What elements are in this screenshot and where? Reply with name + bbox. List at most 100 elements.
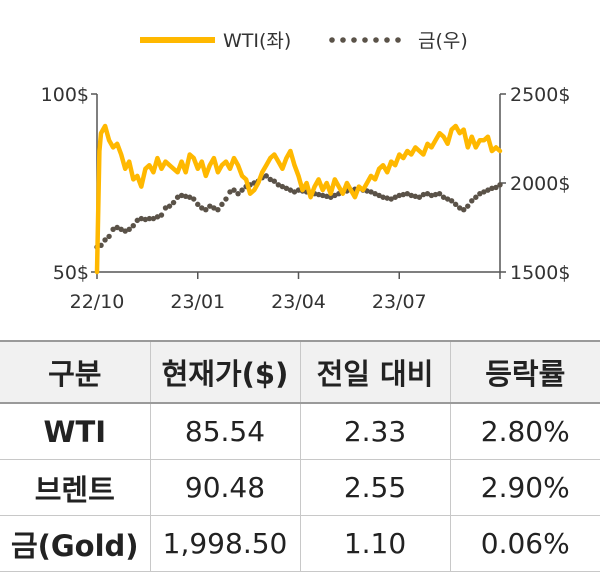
legend-gold-label: 금(우) (418, 30, 468, 52)
gold-data-point (239, 187, 245, 193)
header-category: 구분 (0, 340, 150, 404)
table-header-row: 구분 현재가($) 전일 대비 등락률 (0, 340, 600, 404)
legend-gold-swatch-dot (340, 37, 346, 43)
gold-data-point (396, 192, 402, 199)
gold-data-point (444, 196, 451, 202)
gold-data-point (412, 193, 419, 200)
gold-data-point (182, 193, 189, 200)
legend-gold-swatch-dot (395, 37, 401, 43)
gold-data-point (142, 216, 149, 223)
gold-data-point (126, 226, 132, 232)
gold-data-point (332, 192, 338, 199)
gold-data-point (400, 191, 406, 198)
current-price: 85.54 (149, 403, 300, 460)
table-row: 금(Gold) 1,998.50 1.10 0.06% (0, 515, 600, 572)
gold-data-point (118, 226, 124, 232)
table-row: 브렌트 90.48 2.55 2.90% (0, 459, 600, 516)
x-axis-tick-label: 23/07 (372, 291, 427, 313)
gold-data-point (170, 199, 177, 206)
header-current-price: 현재가($) (149, 340, 300, 404)
gold-data-point (469, 198, 475, 204)
legend-wti-label: WTI(좌) (223, 30, 291, 52)
row-label: 금(Gold) (0, 515, 150, 572)
gold-data-point (146, 215, 153, 222)
gold-data-point (223, 196, 229, 202)
gold-data-point (465, 203, 471, 209)
legend-gold-swatch-dot (351, 37, 357, 43)
gold-data-point (404, 190, 411, 197)
gold-data-point (376, 192, 382, 199)
gold-data-point (207, 203, 213, 209)
gold-data-point (102, 237, 108, 243)
dual-axis-line-chart: 100$ 50$ 2500$ 2000$ 1500$ 22/10 23/01 23/04 23/… (41, 30, 571, 313)
x-axis-tick-label: 23/01 (170, 291, 225, 313)
gold-data-point (388, 196, 394, 202)
gold-data-point (287, 187, 294, 193)
gold-data-point (283, 185, 290, 192)
gold-data-point (493, 184, 499, 191)
gold-data-point (319, 192, 326, 199)
gold-data-point (158, 212, 165, 218)
gold-data-point (461, 207, 467, 213)
gold-data-point (473, 194, 479, 200)
gold-data-point (424, 190, 431, 197)
legend-gold-swatch-dot (384, 37, 390, 43)
gold-data-point (263, 173, 269, 179)
gold-data-point (227, 189, 233, 195)
gold-data-point (174, 194, 181, 200)
gold-data-point (211, 205, 217, 211)
gold-data-point (106, 233, 112, 240)
gold-data-point (130, 223, 136, 229)
gold-data-point (485, 187, 491, 193)
gold-data-point (368, 189, 374, 195)
gold-data-point (384, 195, 390, 201)
gold-data-point (448, 198, 455, 204)
gold-data-point (315, 191, 322, 198)
gold-data-point (110, 226, 116, 232)
change-value: 1.10 (299, 515, 450, 572)
gold-data-point (267, 176, 273, 183)
table-row: WTI 85.54 2.33 2.80% (0, 403, 600, 460)
price-table: 구분 현재가($) 전일 대비 등락률 WTI 85.54 2.33 2.80%… (0, 340, 600, 572)
gold-data-point (178, 192, 185, 199)
x-axis-tick-label: 22/10 (70, 291, 125, 313)
gold-data-point (215, 207, 221, 213)
gold-data-point (440, 194, 447, 200)
legend-gold-swatch-dot (373, 37, 379, 43)
gold-data-point (432, 191, 439, 198)
gold-data-point (428, 192, 435, 199)
right-axis-tick-label: 2500$ (510, 84, 570, 106)
gold-data-point (231, 187, 237, 193)
gold-data-point (162, 205, 169, 211)
gold-data-point (150, 215, 157, 222)
change-value: 2.33 (299, 403, 450, 460)
gold-data-point (380, 194, 386, 200)
gold-data-point (279, 183, 286, 190)
gold-data-point (199, 205, 205, 211)
gold-data-point (489, 185, 495, 192)
header-change-rate: 등락률 (449, 340, 600, 404)
gold-data-point (481, 189, 487, 195)
chart-area: 100$ 50$ 2500$ 2000$ 1500$ 22/10 23/01 23/04 23/… (41, 30, 571, 313)
gold-data-point (420, 191, 427, 198)
gold-data-point (457, 205, 463, 211)
gold-data-point (114, 224, 120, 231)
gold-data-point (122, 228, 128, 234)
x-axis-tick-label: 23/04 (271, 291, 326, 313)
wti-series-line (94, 123, 503, 275)
gold-data-point (416, 194, 423, 200)
header-change: 전일 대비 (299, 340, 450, 404)
gold-data-point (291, 189, 298, 195)
current-price: 90.48 (149, 459, 300, 516)
gold-data-point (372, 190, 378, 197)
current-price: 1,998.50 (149, 515, 300, 572)
left-axis-tick-label: 100$ (41, 84, 89, 106)
gold-data-point (195, 201, 201, 208)
gold-data-point (134, 217, 140, 224)
row-label: 브렌트 (0, 459, 150, 516)
gold-data-point (219, 201, 225, 208)
change-rate: 2.90% (449, 459, 600, 516)
gold-data-point (271, 178, 278, 184)
change-rate: 0.06% (449, 515, 600, 572)
gold-data-point (497, 182, 503, 188)
